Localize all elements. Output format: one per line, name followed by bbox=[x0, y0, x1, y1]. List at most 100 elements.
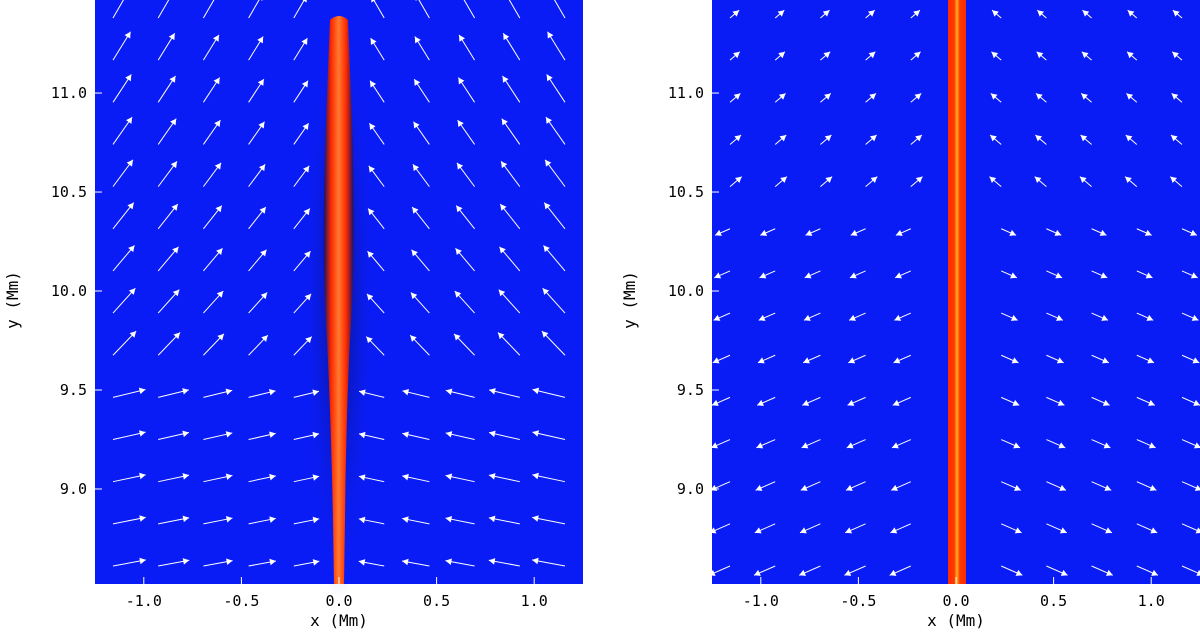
velocity-arrow-head bbox=[850, 229, 858, 236]
left-xtick-label: 0.0 bbox=[325, 592, 352, 610]
velocity-arrow-head bbox=[532, 387, 540, 395]
left-y-axis: 9.0 9.5 10.0 10.5 11.0 y (Mm) bbox=[3, 84, 102, 498]
velocity-arrow-head bbox=[914, 93, 922, 100]
velocity-arrow-shaft bbox=[202, 0, 215, 19]
velocity-arrow-head bbox=[258, 121, 265, 129]
velocity-arrow-head bbox=[445, 388, 453, 395]
velocity-arrow-head bbox=[1172, 10, 1180, 17]
velocity-arrow-head bbox=[711, 442, 718, 449]
velocity-arrow-head bbox=[454, 333, 461, 341]
velocity-arrow-head bbox=[757, 357, 765, 364]
velocity-arrow-head bbox=[303, 208, 310, 216]
velocity-arrow-head bbox=[413, 121, 420, 129]
velocity-arrow-head bbox=[1196, 569, 1200, 576]
velocity-arrow-head bbox=[445, 431, 453, 438]
velocity-arrow-head bbox=[497, 332, 505, 340]
velocity-arrow-head bbox=[501, 118, 508, 126]
velocity-arrow-head bbox=[848, 357, 856, 364]
velocity-arrow-head bbox=[410, 292, 418, 300]
velocity-arrow-head bbox=[895, 272, 902, 279]
velocity-arrow-head bbox=[1170, 134, 1178, 142]
velocity-arrow-head bbox=[849, 314, 856, 321]
velocity-arrow-head bbox=[412, 164, 420, 172]
velocity-arrow-head bbox=[1056, 314, 1063, 321]
velocity-arrow-head bbox=[259, 207, 266, 214]
velocity-arrow-head bbox=[825, 176, 833, 183]
right-xtick-label: -0.5 bbox=[840, 592, 876, 610]
right-xtick-label: 1.0 bbox=[1138, 592, 1165, 610]
velocity-arrow-head bbox=[445, 516, 453, 523]
velocity-arrow-shaft bbox=[508, 0, 521, 19]
velocity-arrow-head bbox=[1011, 357, 1019, 364]
velocity-arrow-head bbox=[503, 33, 510, 41]
velocity-arrow-head bbox=[759, 272, 767, 279]
velocity-arrow-head bbox=[822, 10, 830, 17]
velocity-arrow-head bbox=[257, 36, 264, 44]
velocity-arrow-head bbox=[532, 515, 539, 522]
velocity-arrow-head bbox=[410, 335, 417, 342]
left-ytick-label: 9.5 bbox=[60, 381, 87, 399]
velocity-arrow-head bbox=[366, 293, 374, 301]
velocity-arrow-head bbox=[802, 399, 810, 406]
velocity-arrow-head bbox=[824, 93, 831, 100]
velocity-arrow-head bbox=[312, 516, 320, 524]
right-ytick-label: 9.5 bbox=[677, 381, 704, 399]
velocity-arrow-head bbox=[1170, 176, 1177, 183]
velocity-arrow-head bbox=[182, 515, 190, 523]
velocity-arrow-head bbox=[1010, 272, 1017, 279]
velocity-arrow-head bbox=[302, 123, 309, 131]
velocity-arrow-head bbox=[891, 442, 899, 449]
velocity-arrow-head bbox=[778, 51, 785, 59]
velocity-arrow-head bbox=[1148, 399, 1155, 406]
velocity-arrow-head bbox=[414, 36, 421, 44]
velocity-arrow-head bbox=[128, 245, 135, 253]
velocity-arrow-head bbox=[125, 74, 132, 82]
right-ytick-label: 11.0 bbox=[668, 84, 704, 102]
velocity-arrow-head bbox=[754, 527, 762, 534]
panel-right: -1.0 -0.5 0.0 0.5 1.0 x (Mm) 9.0 9.5 10.0 10.5 1… bbox=[620, 0, 1200, 630]
velocity-arrow-head bbox=[173, 332, 181, 340]
velocity-arrow-head bbox=[799, 527, 807, 534]
velocity-arrow-head bbox=[758, 314, 766, 321]
velocity-arrow-head bbox=[359, 389, 366, 396]
velocity-arrow-head bbox=[371, 0, 376, 3]
velocity-arrow-head bbox=[1054, 229, 1062, 236]
velocity-arrow-head bbox=[368, 165, 375, 173]
velocity-arrow-head bbox=[532, 430, 540, 437]
velocity-arrow-head bbox=[139, 557, 146, 565]
velocity-arrow-head bbox=[1009, 229, 1017, 236]
velocity-arrow-head bbox=[445, 558, 452, 565]
velocity-arrow-head bbox=[1151, 569, 1159, 576]
velocity-arrow-head bbox=[369, 123, 376, 131]
velocity-arrow-head bbox=[733, 93, 741, 100]
velocity-arrow-head bbox=[489, 430, 496, 438]
velocity-arrow-head bbox=[172, 246, 179, 254]
velocity-arrow-head bbox=[500, 204, 507, 211]
velocity-arrow-head bbox=[890, 527, 898, 534]
velocity-arrow-head bbox=[304, 293, 312, 301]
left-velocity-arrows bbox=[112, 0, 566, 567]
velocity-arrow-head bbox=[217, 333, 224, 341]
velocity-arrow-head bbox=[713, 314, 721, 321]
velocity-arrow-head bbox=[168, 33, 175, 41]
velocity-arrow-head bbox=[756, 442, 764, 449]
velocity-arrow-head bbox=[992, 10, 999, 17]
right-x-axis: -1.0 -0.5 0.0 0.5 1.0 x (Mm) bbox=[743, 577, 1165, 630]
velocity-arrow-head bbox=[402, 473, 409, 481]
velocity-arrow-head bbox=[779, 134, 787, 142]
velocity-arrow-head bbox=[780, 176, 787, 183]
velocity-arrow-head bbox=[1081, 93, 1088, 100]
right-x-axis-label: x (Mm) bbox=[927, 611, 985, 630]
velocity-arrow-head bbox=[1190, 272, 1198, 279]
velocity-arrow-head bbox=[269, 516, 276, 523]
velocity-arrow-head bbox=[870, 176, 878, 183]
velocity-arrow-head bbox=[225, 431, 233, 438]
velocity-arrow-head bbox=[869, 134, 877, 142]
velocity-arrow-head bbox=[358, 516, 366, 524]
velocity-arrow-head bbox=[1125, 134, 1133, 142]
left-ytick-label: 9.0 bbox=[60, 480, 87, 498]
velocity-arrow-head bbox=[800, 484, 808, 491]
velocity-arrow-head bbox=[488, 515, 496, 523]
velocity-arrow-head bbox=[489, 388, 496, 395]
velocity-arrow-head bbox=[312, 474, 320, 481]
